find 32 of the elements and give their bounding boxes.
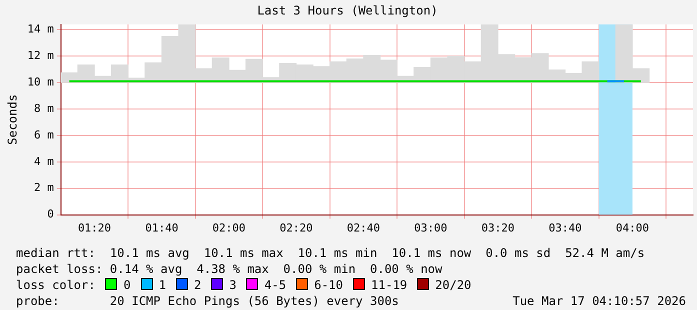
text: 1 — [158, 278, 166, 292]
text: loss color: — [16, 278, 96, 292]
x-tick-label: 01:40 — [145, 221, 178, 234]
y-tick-label: 12 m — [27, 48, 54, 62]
y-axis-title: Seconds — [5, 94, 20, 145]
chart-title: Last 3 Hours (Wellington) — [257, 3, 438, 18]
x-tick-label: 03:40 — [548, 221, 582, 234]
x-tick-label: 03:00 — [414, 221, 448, 234]
text: 4-5 — [264, 278, 286, 292]
x-tick-label: 01:20 — [78, 221, 112, 234]
text: probe: 20 ICMP Echo Pings (56 Bytes) every 300s — [16, 294, 399, 308]
x-tick-label: 02:20 — [280, 221, 313, 234]
text: 20/20 — [435, 278, 472, 292]
text: median rtt: 10.1 ms avg 10.1 ms max 10.1 ms min 10.1 ms now 0.0 ms sd 52.4 M am/s — [16, 246, 645, 260]
y-tick-label: 4 m — [34, 154, 54, 168]
x-tick-label: 04:00 — [616, 221, 650, 234]
x-tick-label: 02:00 — [212, 221, 246, 234]
text: 3 — [229, 278, 236, 292]
y-tick-label: 6 m — [34, 128, 54, 142]
y-tick-label: 2 m — [34, 181, 54, 194]
text: 6-10 — [314, 278, 344, 292]
text: 2 — [194, 278, 202, 292]
x-tick-label: 02:40 — [346, 221, 380, 234]
text: packet loss: 0.14 % avg 4.38 % max 0.00 % min 0.00 % now — [16, 262, 442, 276]
y-tick-label: 8 m — [34, 102, 54, 115]
text: Tue Mar 17 04:10:57 2026 — [512, 294, 686, 308]
y-tick-label: 0 — [47, 208, 54, 221]
x-tick-label: 03:20 — [481, 221, 515, 234]
y-tick-label: 14 m — [27, 22, 54, 36]
text: 0 — [123, 278, 131, 292]
y-tick-label: 10 m — [27, 75, 54, 88]
text: 11-19 — [371, 278, 408, 292]
